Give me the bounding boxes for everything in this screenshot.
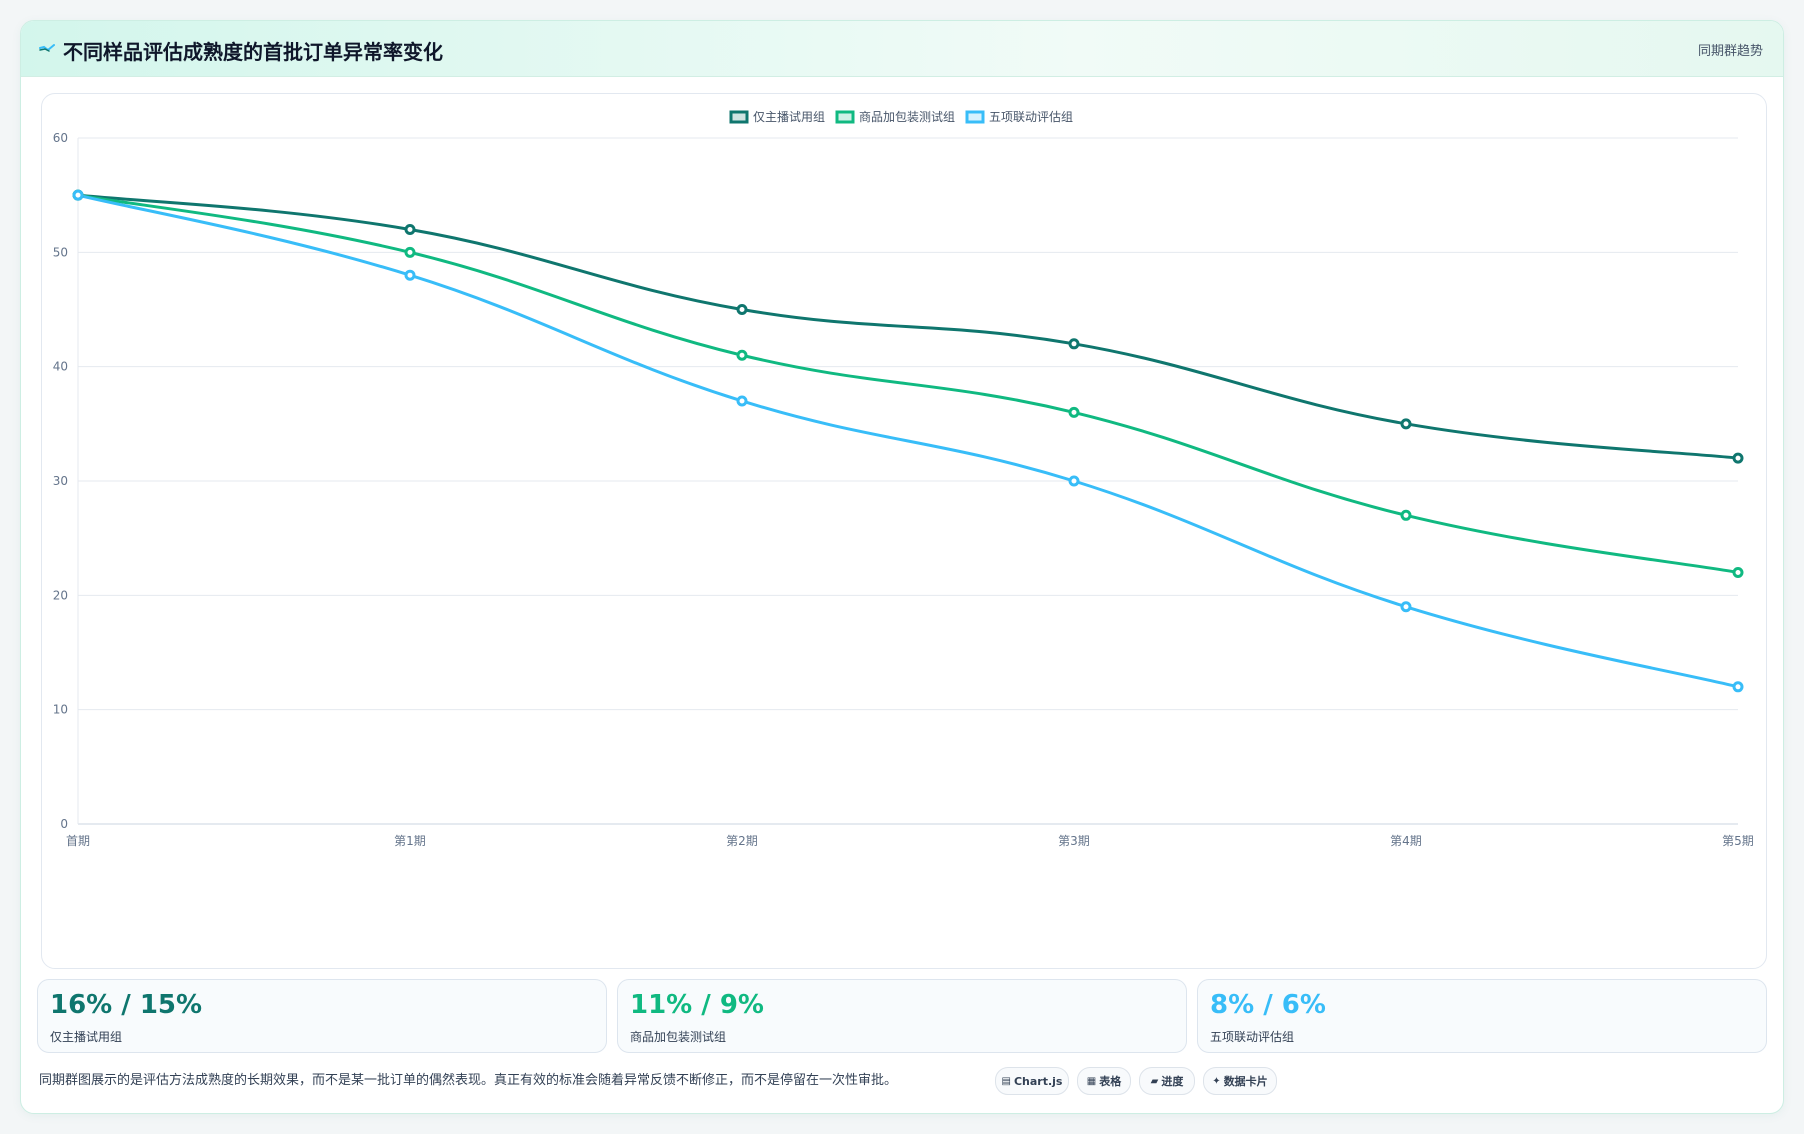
y-tick-label: 60	[53, 131, 68, 145]
line-chart: 仅主播试用组 商品加包装测试组 五项联动评估组 0 10 20 30 40 50 60 首期 第1期…	[53, 109, 1754, 848]
tag-label: 数据卡片	[1223, 1075, 1268, 1088]
x-tick-label: 首期	[66, 834, 90, 848]
chart-icon: ▤	[1001, 1075, 1011, 1087]
legend-swatch	[729, 110, 749, 124]
series-line-2	[77, 193, 1739, 574]
y-tick-label: 50	[53, 245, 68, 259]
footnote: 同期群图展示的是评估方法成熟度的长期效果，而不是某一批订单的偶然表现。真正有效的…	[39, 1073, 898, 1088]
data-point	[1068, 406, 1080, 418]
stat-card-2: 11% / 9% 商品加包装测试组	[617, 979, 1187, 1053]
data-point	[1732, 681, 1744, 693]
data-point	[404, 269, 416, 281]
page-title: 不同样品评估成熟度的首批订单异常率变化	[63, 40, 443, 64]
stat-card-1: 16% / 15% 仅主播试用组	[37, 979, 607, 1053]
x-tick-label: 第2期	[726, 834, 758, 848]
series-line-3	[77, 193, 1739, 689]
stat-label: 商品加包装测试组	[630, 1030, 727, 1044]
y-tick-label: 40	[53, 360, 68, 374]
x-tick-label: 第1期	[394, 834, 426, 848]
stat-label: 五项联动评估组	[1210, 1030, 1295, 1044]
data-point	[1732, 566, 1744, 578]
trend-line-icon	[39, 44, 55, 52]
y-tick-label: 10	[53, 703, 68, 717]
y-tick-label: 30	[53, 474, 68, 488]
data-point	[736, 349, 748, 361]
x-tick-label: 第5期	[1722, 834, 1754, 848]
data-point	[1068, 475, 1080, 487]
tag-label: 进度	[1161, 1075, 1184, 1088]
stat-value: 16% / 15%	[50, 990, 203, 1020]
header-tag: 同期群趋势	[1697, 44, 1763, 59]
y-tick-label: 20	[53, 588, 68, 602]
tag-table[interactable]: ▦ 表格	[1077, 1067, 1131, 1095]
legend-label: 商品加包装测试组	[859, 109, 955, 124]
progress-icon: ▰	[1150, 1075, 1159, 1087]
legend-swatch	[835, 110, 855, 124]
stat-value: 8% / 6%	[1210, 990, 1326, 1020]
legend-swatch	[965, 110, 985, 124]
y-tick-label: 0	[60, 817, 68, 831]
tag-data-card[interactable]: ✦ 数据卡片	[1203, 1067, 1277, 1095]
data-point	[736, 304, 748, 315]
x-tick-label: 第4期	[1390, 834, 1422, 848]
data-point	[1400, 509, 1412, 521]
card-header: 不同样品评估成熟度的首批订单异常率变化 同期群趋势	[21, 21, 1783, 77]
stat-card-3: 8% / 6% 五项联动评估组	[1197, 979, 1767, 1053]
sparkle-icon: ✦	[1212, 1075, 1221, 1087]
data-point	[1400, 418, 1412, 430]
data-point	[404, 246, 416, 258]
data-point	[736, 395, 748, 407]
table-icon: ▦	[1086, 1075, 1097, 1087]
tag-label: Chart.js	[1013, 1074, 1063, 1088]
legend-label: 五项联动评估组	[989, 110, 1073, 124]
x-tick-label: 第3期	[1058, 834, 1090, 848]
legend-label: 仅主播试用组	[753, 109, 825, 124]
report-card: 不同样品评估成熟度的首批订单异常率变化 同期群趋势 仅主播试用组 商品加包装测试组…	[20, 20, 1784, 1114]
data-point	[1400, 601, 1412, 613]
series-line-1	[77, 193, 1739, 460]
chart-container: 仅主播试用组 商品加包装测试组 五项联动评估组 0 10 20 30 40 50 60 首期 第1期…	[41, 93, 1767, 969]
tag-progress[interactable]: ▰ 进度	[1139, 1067, 1195, 1095]
stat-value: 11% / 9%	[630, 990, 764, 1020]
data-point	[1068, 338, 1080, 350]
stat-label: 仅主播试用组	[50, 1030, 123, 1044]
data-point	[404, 223, 416, 235]
data-point	[1732, 452, 1744, 464]
data-point	[72, 189, 84, 201]
tag-label: 表格	[1099, 1075, 1122, 1088]
tag-chartjs[interactable]: ▤ Chart.js	[995, 1067, 1069, 1095]
